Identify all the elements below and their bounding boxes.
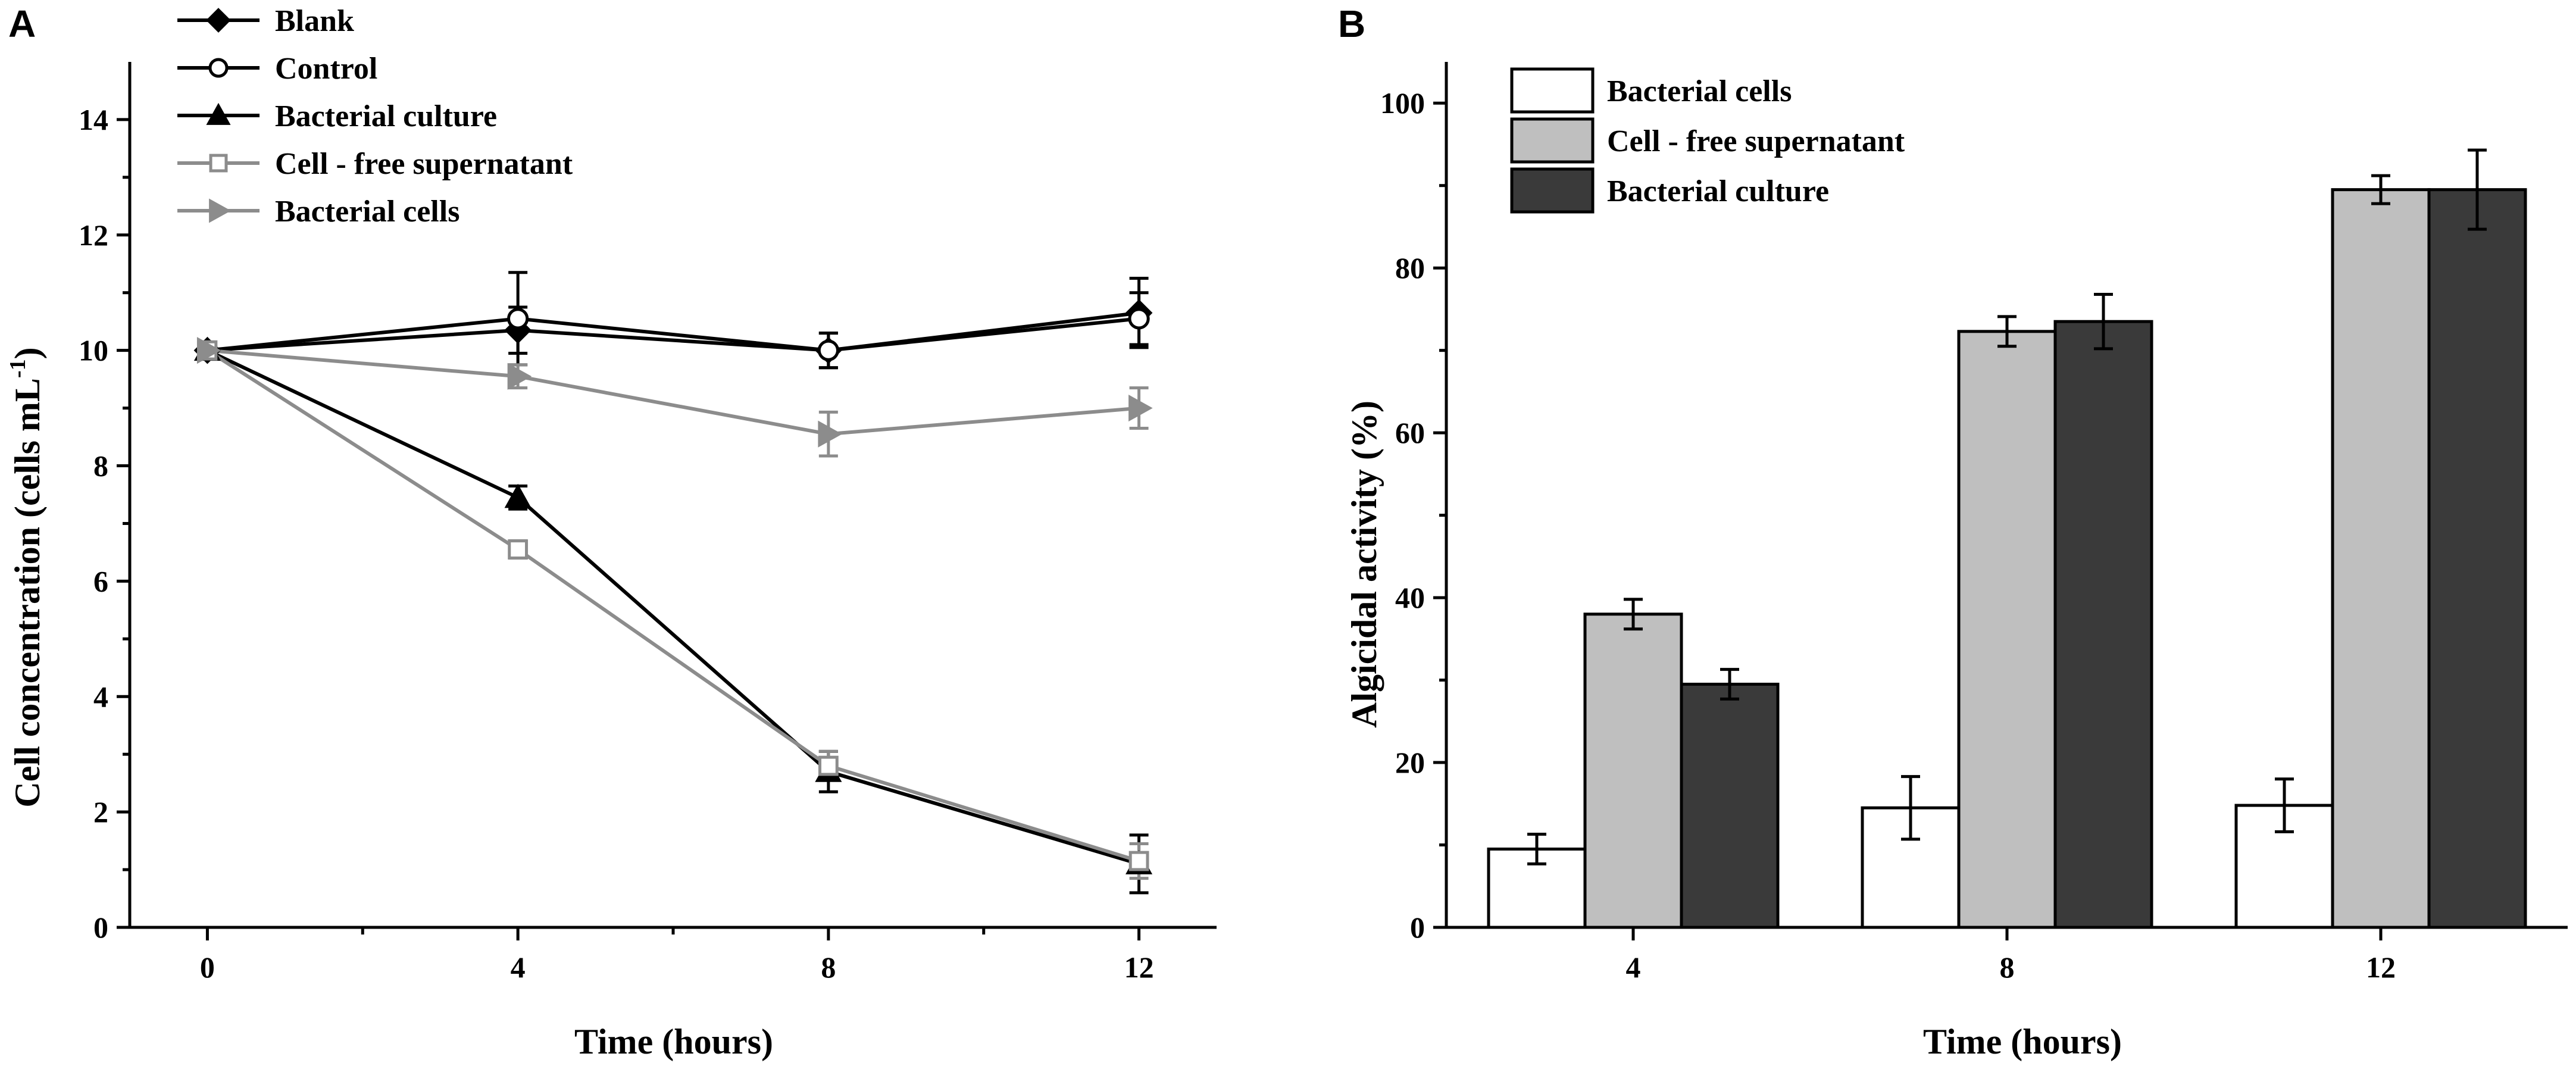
- a-point-cell-free-supernatant: [508, 539, 529, 560]
- a-x-tick-label: 8: [821, 951, 836, 984]
- a-y-axis-title-end: ): [8, 347, 47, 359]
- a-point-bacterial-culture: [504, 483, 532, 508]
- b-y-axis-title: Algicidal activity (%): [1345, 401, 1384, 728]
- a-line-cell-free-supernatant: [206, 349, 1140, 863]
- a-y-axis-title: Cell concentration (cells mL-1): [5, 347, 47, 807]
- a-legend-label-control: Control: [275, 52, 377, 86]
- a-point-control: [1128, 308, 1150, 330]
- b-y-tick-label: 60: [1395, 416, 1425, 449]
- b-bar-bacterial-culture: [2427, 188, 2527, 929]
- panel-b-bar-chart: 0 20 40 60 80 100 4 8 12 Time (hours) Algicidal …: [1345, 62, 2568, 1061]
- b-y-tick-label: 0: [1410, 911, 1425, 944]
- a-point-bacterial-cells: [1128, 395, 1153, 422]
- b-error-bar-bacterial-cells: [1527, 833, 1546, 865]
- a-legend-marker-blank: [206, 8, 231, 33]
- a-x-tick-label: 12: [1124, 951, 1154, 984]
- a-y-tick-label: 0: [93, 911, 108, 944]
- a-point-cell-free-supernatant: [818, 755, 839, 776]
- b-x-tick-label: 12: [2366, 951, 2396, 984]
- a-x-tick-label: 0: [200, 951, 215, 984]
- a-legend-marker-control: [208, 58, 229, 78]
- a-point-bacterial-cells: [196, 337, 221, 364]
- a-line-bacterial-cells: [207, 348, 1139, 436]
- b-bars: [1487, 188, 2527, 929]
- a-y-axis-title-sup: -1: [5, 359, 30, 378]
- a-legend-label-bacterial-cells: Bacterial cells: [275, 195, 459, 229]
- b-y-tick-label: 100: [1380, 86, 1425, 120]
- panel-a-letter: A: [8, 2, 36, 45]
- b-legend-label-cell-free-supernatant: Cell - free supernatant: [1607, 124, 1905, 158]
- a-series-markers: [193, 299, 1153, 874]
- a-y-tick-label: 8: [93, 449, 108, 483]
- b-legend-label-bacterial-cells: Bacterial cells: [1607, 74, 1792, 108]
- b-legend-label-bacterial-culture: Bacterial culture: [1607, 174, 1829, 208]
- b-x-axis-title: Time (hours): [1923, 1022, 2122, 1061]
- a-point-control: [817, 339, 839, 361]
- a-y-tick-label: 4: [93, 680, 108, 713]
- a-point-bacterial-cells: [507, 362, 532, 390]
- panel-b-letter: B: [1338, 2, 1365, 45]
- b-legend-swatch-bacterial-cells: [1510, 67, 1595, 114]
- a-x-tick-label: 4: [511, 951, 526, 984]
- a-y-tick-label: 14: [79, 103, 108, 136]
- a-line-blank: [207, 311, 1139, 352]
- b-bar-cell-free-supernatant: [1583, 612, 1683, 929]
- b-bar-bacterial-culture: [1680, 682, 1780, 929]
- a-legend-marker-cell-free-supernatant: [209, 154, 228, 173]
- a-axes: [128, 62, 1217, 929]
- a-y-tick-label: 10: [79, 334, 108, 367]
- b-ticks: 0 20 40 60 80 100 4 8 12: [1380, 86, 2396, 984]
- b-legend-swatch-bacterial-culture: [1510, 167, 1595, 214]
- a-y-tick-label: 12: [79, 218, 108, 252]
- a-ticks: 0 2 4 6 8 10 12 14 0 4 8 12: [79, 103, 1154, 984]
- a-y-tick-label: 6: [93, 564, 108, 598]
- b-y-tick-label: 80: [1395, 251, 1425, 285]
- b-error-bar-cell-free-supernatant: [1624, 598, 1643, 631]
- b-legend: Bacterial cells Cell - free supernatant Ba…: [1510, 67, 1905, 214]
- a-error-bars: [508, 271, 1149, 895]
- b-y-tick-label: 40: [1395, 581, 1425, 614]
- b-error-bar-bacterial-culture: [1720, 668, 1739, 701]
- b-error-bar-cell-free-supernatant: [1997, 315, 2017, 348]
- b-bar-cell-free-supernatant: [1957, 330, 2057, 929]
- b-error-bar-cell-free-supernatant: [2371, 174, 2390, 205]
- a-y-axis-title-main: Cell concentration (cells mL: [8, 378, 47, 808]
- a-legend: Blank Control Bacterial culture Cell - free…: [177, 4, 573, 229]
- b-x-tick-label: 4: [1626, 951, 1641, 984]
- a-legend-label-blank: Blank: [275, 4, 354, 38]
- a-line-control: [207, 317, 1139, 352]
- b-legend-swatch-cell-free-supernatant: [1510, 117, 1595, 164]
- a-series-lines: [206, 311, 1140, 866]
- b-error-bar-bacterial-cells: [1901, 775, 1920, 841]
- a-y-tick-label: 2: [93, 795, 108, 829]
- a-legend-marker-bacterial-culture: [206, 102, 231, 125]
- b-error-bars: [1527, 148, 2487, 865]
- b-error-bar-bacterial-cells: [2275, 777, 2294, 833]
- a-legend-label-bacterial-culture: Bacterial culture: [275, 99, 497, 133]
- a-legend-marker-bacterial-cells: [209, 198, 232, 223]
- a-point-bacterial-cells: [818, 420, 842, 448]
- panel-a-line-chart: 0 2 4 6 8 10 12 14 0 4 8 12 Time (hours) Cell conce…: [5, 4, 1217, 1061]
- a-x-axis-title: Time (hours): [574, 1022, 773, 1061]
- b-bar-bacterial-culture: [2053, 320, 2153, 929]
- b-bar-cell-free-supernatant: [2331, 188, 2431, 929]
- b-error-bar-bacterial-culture: [2468, 148, 2487, 231]
- b-y-tick-label: 20: [1395, 746, 1425, 779]
- a-point-cell-free-supernatant: [1128, 851, 1149, 871]
- b-error-bar-bacterial-culture: [2094, 293, 2113, 351]
- a-line-bacterial-culture: [207, 348, 1140, 866]
- a-legend-label-cell-free-supernatant: Cell - free supernatant: [275, 147, 573, 181]
- b-x-tick-label: 8: [2000, 951, 2015, 984]
- a-point-control: [507, 308, 529, 330]
